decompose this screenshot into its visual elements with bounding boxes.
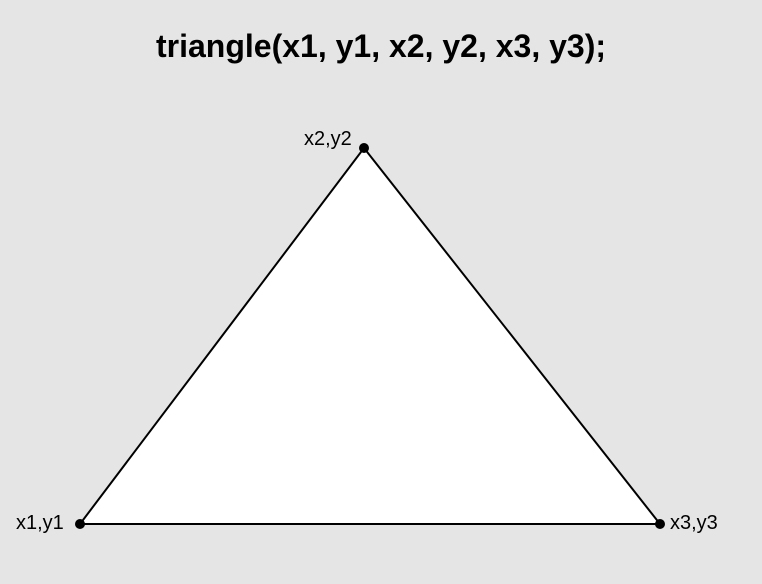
vertex-p3-label: x3,y3 [670,512,718,535]
triangle-diagram [0,0,762,584]
vertex-p2-label: x2,y2 [304,128,352,151]
vertex-p1-dot [75,519,85,529]
vertex-p3-dot [655,519,665,529]
vertex-p2-dot [359,143,369,153]
triangle-shape [80,148,660,524]
vertex-p1-label: x1,y1 [16,512,64,535]
